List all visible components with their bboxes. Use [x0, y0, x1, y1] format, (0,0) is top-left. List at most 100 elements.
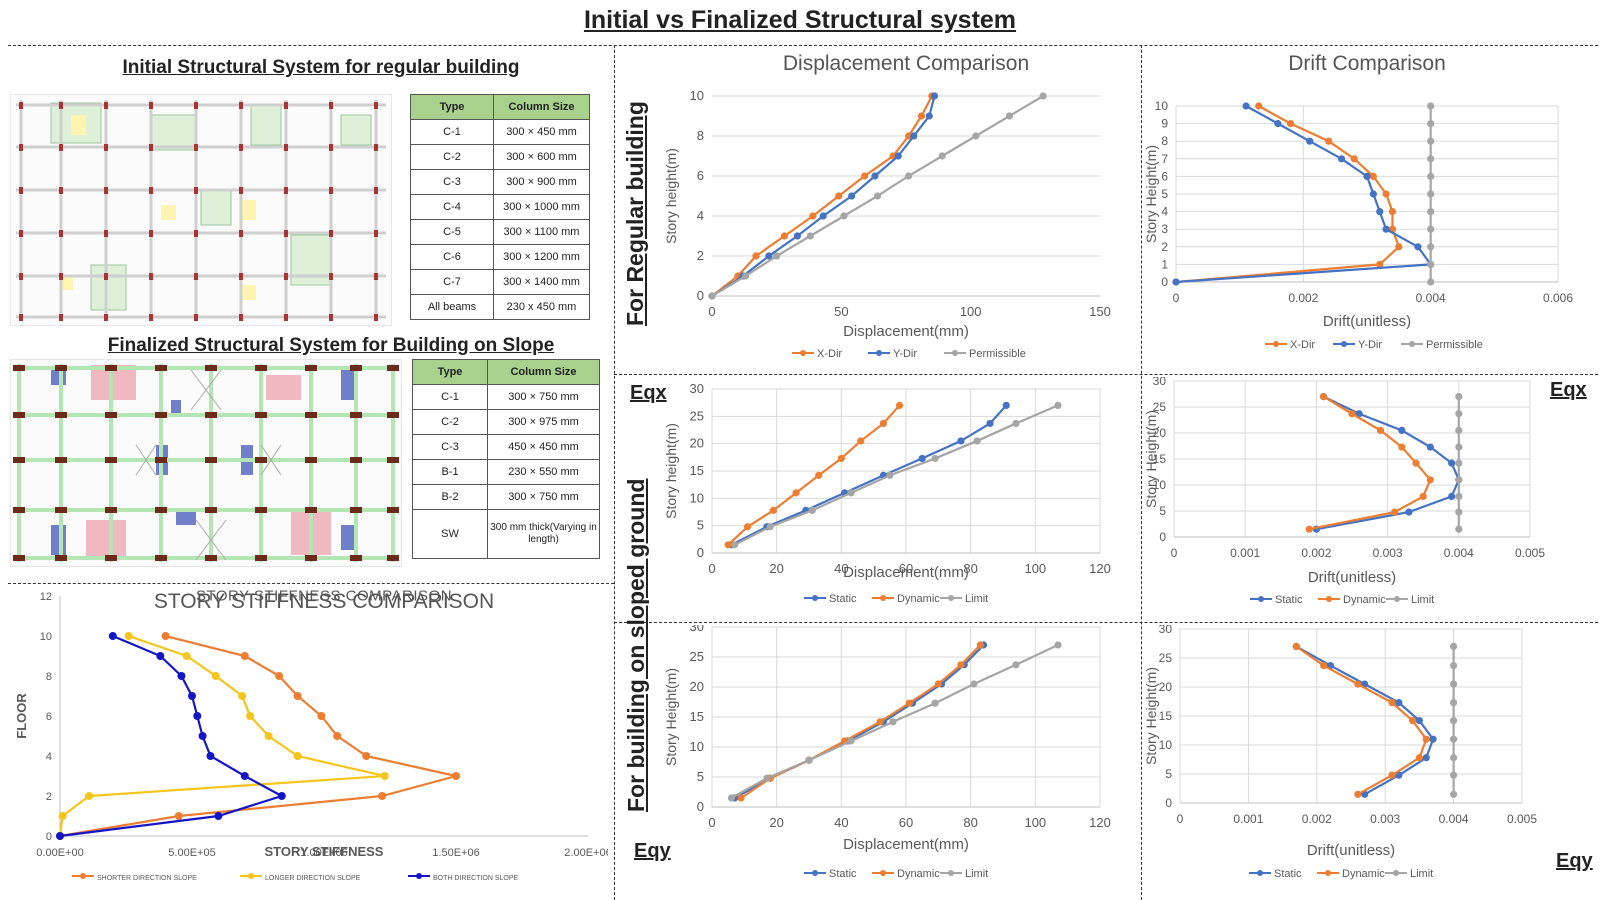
data-point	[743, 523, 752, 531]
x-tick-label: 0.005	[1507, 812, 1537, 826]
data-point	[1455, 410, 1463, 418]
plan-column	[105, 457, 117, 463]
x-tick-label: 60	[899, 815, 913, 830]
table-header-row: Type Column Size	[410, 94, 590, 120]
plan-column	[239, 273, 243, 280]
plan-column	[387, 412, 399, 418]
plan-column	[329, 144, 333, 151]
cell-size: 230 × 550 mm	[487, 459, 600, 485]
plan-column	[149, 144, 153, 151]
data-point	[1382, 225, 1390, 233]
plan-column	[284, 102, 288, 109]
plan-column	[255, 555, 267, 561]
x-tick-label: 1.00E+06	[300, 847, 347, 859]
x-tick-label: 20	[769, 815, 783, 830]
plan-column	[374, 187, 378, 194]
data-point	[293, 692, 302, 700]
data-point	[847, 489, 855, 497]
data-point	[1427, 225, 1435, 233]
plan-column	[284, 144, 288, 151]
data-point	[1242, 102, 1250, 110]
data-point	[925, 112, 933, 120]
table-row: SW 300 mm thick(Varying in length)	[412, 509, 600, 559]
data-point	[1450, 717, 1458, 725]
plan-column	[374, 102, 378, 109]
plan-column	[255, 365, 267, 371]
table-row: B-1 230 × 550 mm	[412, 459, 600, 485]
data-point	[752, 252, 760, 260]
data-point	[1348, 410, 1356, 418]
y-tick-label: 5	[697, 518, 704, 533]
plan-column	[255, 412, 267, 418]
cell-type: SW	[412, 509, 488, 559]
legend-marker	[880, 595, 886, 601]
cell-type: C-1	[412, 384, 488, 410]
cell-size: 300 × 450 mm	[493, 119, 590, 145]
plan-column	[284, 230, 288, 237]
y-tick-label: 5	[1161, 187, 1168, 201]
legend-label: LONGER DIRECTION SLOPE	[265, 875, 361, 882]
data-point	[886, 471, 894, 479]
x-tick-label: 0.002	[1302, 812, 1332, 826]
final-floor-plan	[10, 359, 402, 567]
plan-column	[59, 187, 63, 194]
plan-column	[239, 144, 243, 151]
plan-column	[155, 555, 167, 561]
plan-column	[239, 187, 243, 194]
x-tick-label: 0.001	[1233, 812, 1263, 826]
data-point	[362, 752, 371, 760]
data-point	[452, 772, 460, 780]
data-point	[1450, 771, 1458, 779]
table-header-type: Type	[412, 359, 488, 385]
plan-column	[387, 555, 399, 561]
y-tick-label: 9	[1161, 117, 1168, 131]
data-point	[1255, 102, 1263, 110]
data-point	[1305, 525, 1313, 533]
plan-column	[59, 144, 63, 151]
initial-column-table: Type Column Size C-1 300 × 450 mm C-2 300 ×…	[410, 94, 590, 320]
plan-room	[250, 104, 282, 146]
y-tick-label: 0	[697, 288, 704, 303]
y-tick-label: 1	[1161, 257, 1168, 271]
y-tick-label: 8	[697, 128, 704, 143]
plan-column	[329, 187, 333, 194]
table-row: C-3 300 × 900 mm	[410, 169, 590, 195]
data-point	[56, 832, 64, 840]
table-row: C-6 300 × 1200 mm	[410, 244, 590, 270]
data-point	[1039, 92, 1047, 100]
legend-label: Permissible	[969, 348, 1026, 360]
data-point	[918, 454, 926, 463]
y-tick-label: 25	[1153, 400, 1167, 414]
data-point	[847, 737, 855, 745]
data-point	[904, 132, 913, 140]
plan-column	[239, 314, 243, 321]
legend-marker	[812, 870, 818, 876]
data-point	[275, 672, 284, 680]
plan-column	[239, 102, 243, 109]
y-tick-label: 5	[697, 769, 704, 784]
data-point	[972, 132, 980, 140]
legend-marker	[1257, 870, 1263, 876]
series-line-shorter-direction-slope	[59, 634, 457, 838]
data-point	[763, 774, 771, 782]
data-point	[1274, 120, 1282, 128]
cell-size: 300 × 1400 mm	[493, 269, 590, 295]
plan-column	[387, 457, 399, 463]
plan-column	[194, 314, 198, 321]
plan-column	[155, 412, 167, 418]
legend-marker	[1273, 341, 1279, 347]
cell-type: All beams	[410, 294, 494, 320]
x-tick-label: 40	[834, 561, 848, 576]
data-point	[1422, 754, 1430, 762]
data-point	[1450, 642, 1458, 650]
x-axis-label: Displacement(mm)	[843, 836, 969, 853]
legend-marker	[1325, 870, 1331, 876]
plan-column	[13, 555, 25, 561]
plan-opening	[135, 444, 157, 476]
y-tick-label: 30	[1159, 625, 1173, 636]
legend-label: Dynamic	[897, 593, 940, 605]
data-point	[1422, 735, 1430, 743]
data-point	[1426, 443, 1434, 451]
x-tick-label: 5.00E+05	[168, 847, 215, 859]
plan-column	[104, 187, 108, 194]
